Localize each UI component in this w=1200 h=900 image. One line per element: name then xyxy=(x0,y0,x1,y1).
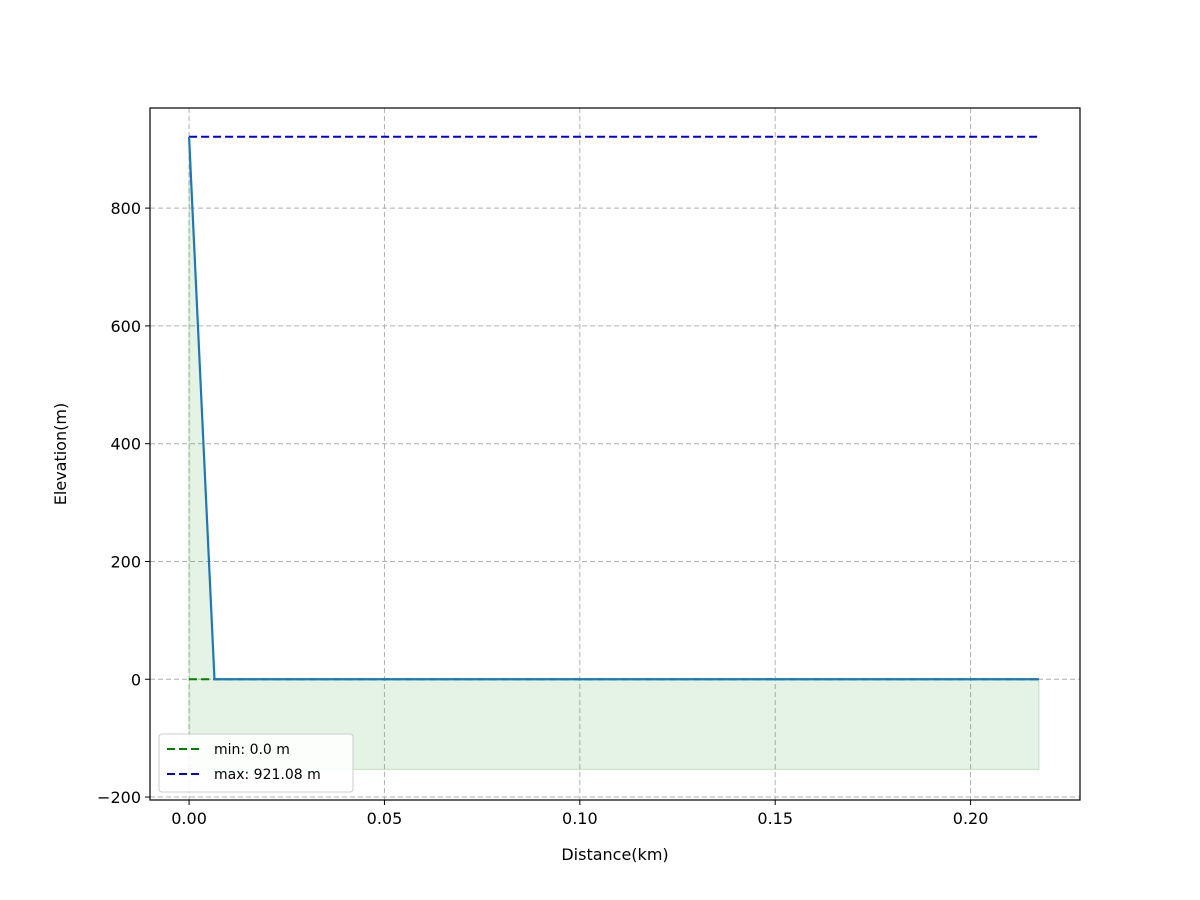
legend-label-0: min: 0.0 m xyxy=(214,742,290,758)
x-axis-label: Distance(km) xyxy=(561,845,668,864)
x-tick-label-4: 0.20 xyxy=(953,809,989,828)
y-tick-label-5: 800 xyxy=(110,199,141,218)
series-line-0 xyxy=(187,136,1039,681)
y-tick-label-4: 600 xyxy=(110,317,141,336)
legend-label-1: max: 921.08 m xyxy=(214,767,321,783)
x-tick-label-0: 0.00 xyxy=(171,809,207,828)
y-axis-label: Elevation(m) xyxy=(51,403,70,505)
x-tick-label-2: 0.10 xyxy=(562,809,598,828)
axis-ticks: 0.00 0.05 0.10 0.15 0.20 −200 0 200 400 600 800 xyxy=(97,199,988,828)
legend: min: 0.0 m max: 921.08 m xyxy=(158,733,354,793)
series-lines xyxy=(187,135,1039,681)
y-tick-label-3: 400 xyxy=(110,435,141,454)
x-tick-label-1: 0.05 xyxy=(367,809,403,828)
y-tick-label-0: −200 xyxy=(97,788,141,807)
y-tick-label-1: 0 xyxy=(131,670,141,689)
legend-box xyxy=(158,733,354,793)
x-tick-label-3: 0.15 xyxy=(757,809,793,828)
y-tick-label-2: 200 xyxy=(110,552,141,571)
plot-frame xyxy=(149,107,1081,801)
